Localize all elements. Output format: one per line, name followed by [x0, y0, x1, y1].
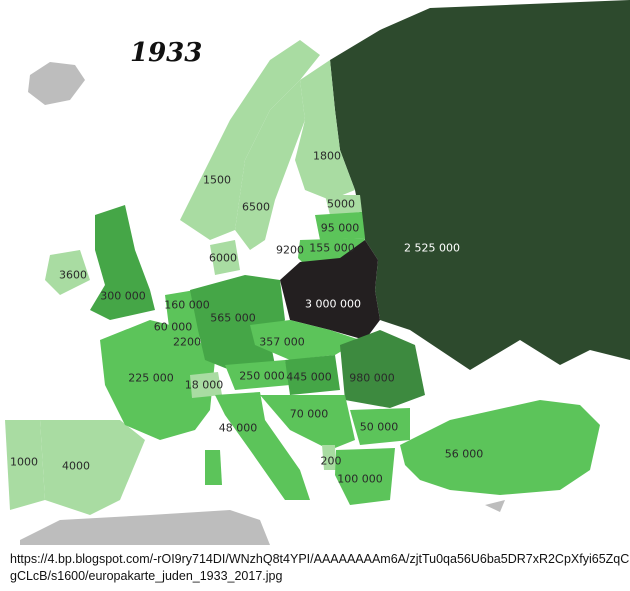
label-albania: 200: [320, 454, 342, 468]
region-sweden: [235, 80, 305, 250]
region-hungary: [285, 355, 340, 395]
label-luxembourg: 2200: [173, 335, 201, 349]
region-soviet-union: [330, 0, 630, 370]
label-turkey: 56 000: [444, 447, 484, 461]
label-estonia: 5000: [327, 197, 355, 211]
label-lithuania: 155 000: [309, 241, 355, 255]
region-albania: [322, 445, 336, 470]
region-sardinia: [205, 450, 222, 485]
source-url: https://4.bp.blogspot.com/-rOI9ry714DI/W…: [10, 552, 630, 583]
region-estonia: [325, 195, 362, 215]
label-france: 225 000: [128, 371, 174, 385]
region-bulgaria: [350, 408, 410, 445]
label-sweden: 6500: [242, 200, 270, 214]
region-portugal: [5, 420, 45, 510]
region-czechoslovakia: [250, 320, 360, 360]
region-latvia: [315, 212, 365, 240]
region-uk: [90, 205, 155, 320]
region-north-africa: [20, 510, 270, 545]
label-denmark: 6000: [209, 251, 237, 265]
region-yugoslavia: [260, 395, 355, 450]
region-austria: [225, 360, 290, 390]
region-finland: [295, 60, 355, 200]
label-switzerland: 18 000: [184, 378, 224, 392]
region-turkey: [400, 400, 600, 495]
region-france: [100, 320, 215, 440]
label-danzig: 9200: [276, 243, 304, 257]
region-cyprus: [485, 500, 505, 512]
region-ireland: [45, 250, 90, 295]
label-romania: 980 000: [349, 371, 395, 385]
label-uk: 300 000: [100, 289, 146, 303]
label-italy: 48 000: [218, 421, 258, 435]
label-poland: 3 000 000: [305, 297, 361, 311]
region-spain: [40, 420, 145, 515]
region-denmark: [210, 240, 240, 275]
label-bulgaria: 50 000: [359, 420, 399, 434]
label-greece: 100 000: [337, 472, 383, 486]
label-spain: 4000: [62, 459, 90, 473]
region-italy: [215, 392, 310, 500]
region-iceland: [28, 62, 85, 105]
label-czechoslovakia: 357 000: [259, 335, 305, 349]
label-austria: 250 000: [239, 369, 285, 383]
label-netherlands: 160 000: [164, 298, 210, 312]
region-norway: [180, 40, 320, 240]
label-belgium: 60 000: [153, 320, 193, 334]
region-poland: [280, 240, 380, 340]
label-finland: 1800: [313, 149, 341, 163]
region-greece: [335, 448, 395, 505]
label-latvia: 95 000: [320, 221, 360, 235]
region-switzerland: [190, 372, 222, 398]
label-norway: 1500: [203, 173, 231, 187]
label-soviet-union: 2 525 000: [404, 241, 460, 255]
label-germany: 565 000: [210, 311, 256, 325]
label-yugoslavia: 70 000: [289, 407, 329, 421]
region-romania: [340, 330, 425, 408]
label-portugal: 1000: [10, 455, 38, 469]
label-hungary: 445 000: [286, 370, 332, 384]
region-benelux: [165, 290, 200, 340]
label-ireland: 3600: [59, 268, 87, 282]
map-title: 1933: [130, 38, 203, 68]
